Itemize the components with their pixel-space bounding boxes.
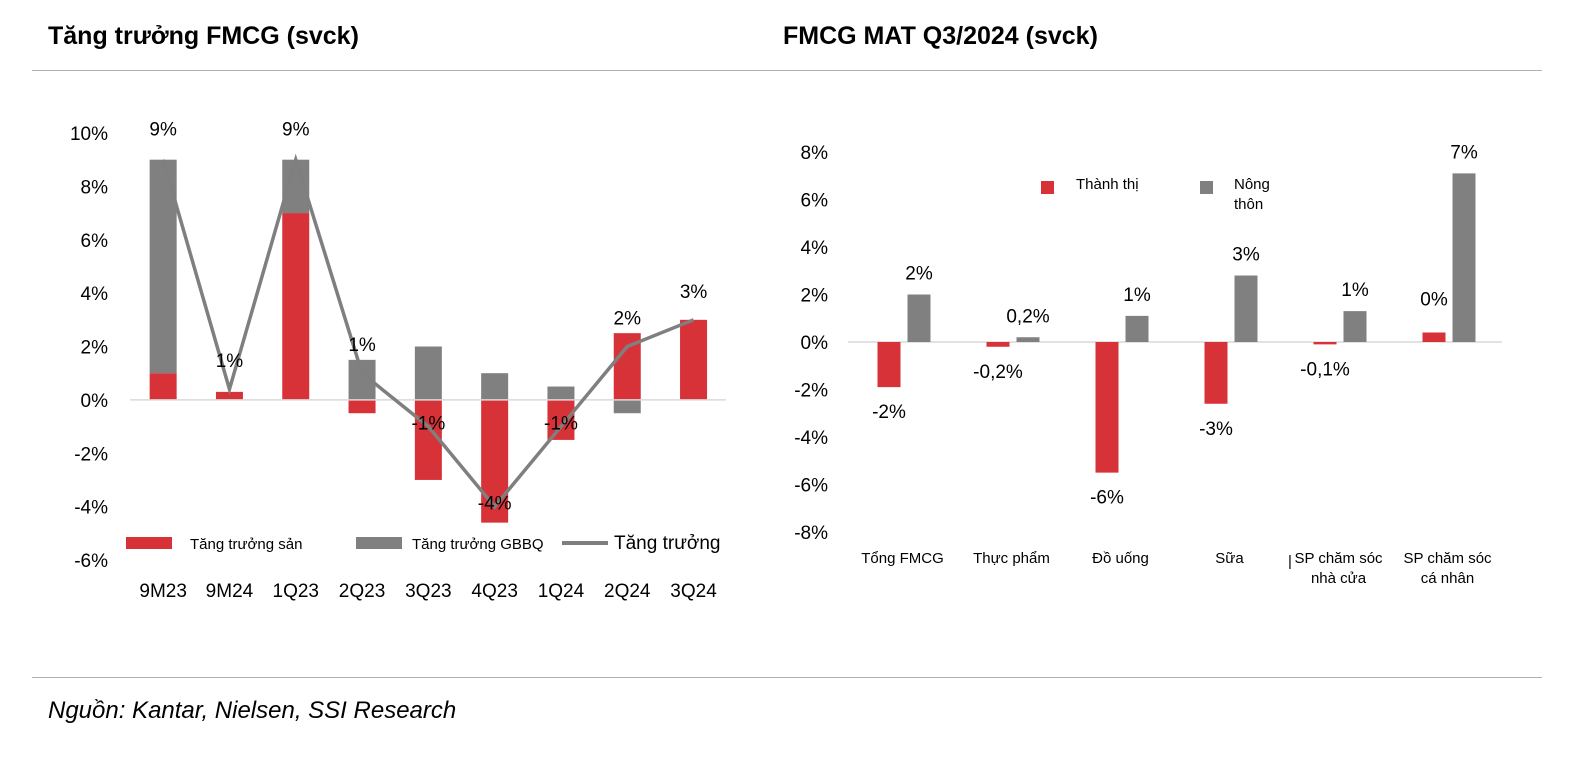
left-x-tick-label: 3Q23 <box>405 581 451 602</box>
left-x-tick-label: 2Q24 <box>604 581 651 602</box>
left-data-label: 1% <box>216 351 244 372</box>
left-y-tick-label: -2% <box>74 444 108 465</box>
left-data-label: 3% <box>680 282 708 303</box>
right-label-thanh-thi: -0,2% <box>973 362 1023 383</box>
right-label-nong-thon: 1% <box>1341 280 1369 301</box>
right-y-tick-label: -6% <box>794 476 828 497</box>
legend-swatch-thanh-thi <box>1041 181 1054 194</box>
left-data-label: 9% <box>282 120 310 141</box>
left-y-tick-label: -4% <box>74 498 108 519</box>
right-y-tick-label: -8% <box>794 523 828 544</box>
left-y-tick-label: 8% <box>81 177 109 198</box>
legend-label-nong-thon: thôn <box>1234 196 1263 213</box>
right-label-nong-thon: 2% <box>905 264 933 285</box>
left-y-tick-label: 10% <box>70 124 108 145</box>
right-bar-thanh-thi <box>1095 342 1119 473</box>
left-bar-san <box>215 391 243 400</box>
right-y-tick-label: 4% <box>801 238 829 259</box>
right-x-tick-label: Đồ uống <box>1092 550 1149 567</box>
left-y-tick-label: 6% <box>81 231 109 252</box>
left-data-label: -4% <box>478 494 512 515</box>
left-bar-gbbq <box>613 399 641 414</box>
left-y-tick-label: 4% <box>81 284 109 305</box>
right-bar-thanh-thi <box>1204 342 1228 404</box>
left-bar-san <box>282 213 310 400</box>
right-label-nong-thon: 3% <box>1232 245 1260 266</box>
right-bar-thanh-thi <box>877 342 901 388</box>
left-chart-title: Tăng trưởng FMCG (svck) <box>48 22 359 50</box>
right-bar-nong-thon <box>1452 173 1476 342</box>
right-bar-nong-thon <box>1234 275 1258 342</box>
right-x-tick-label: nhà cửa <box>1311 570 1367 587</box>
left-x-tick-label: 1Q24 <box>538 581 585 602</box>
legend-label-san: Tăng trưởng sản <box>190 536 302 553</box>
right-y-tick-label: 2% <box>801 286 829 307</box>
right-bar-thanh-thi <box>1422 332 1446 342</box>
right-label-thanh-thi: -6% <box>1090 488 1124 509</box>
right-bar-thanh-thi <box>986 342 1010 347</box>
right-label-thanh-thi: -2% <box>872 402 906 423</box>
right-x-tick-label: Tổng FMCG <box>861 550 944 567</box>
left-bar-gbbq <box>414 346 442 400</box>
left-bar-san <box>481 399 509 523</box>
left-chart: 10% 8% 6% 4% 2% 0% -2% -4% -6% 9M23 9M24 1Q23 2Q23 3Q… <box>70 120 726 602</box>
right-label-nong-thon: 7% <box>1450 142 1478 163</box>
left-x-tick-label: 3Q24 <box>670 581 717 602</box>
right-bar-nong-thon <box>1125 315 1149 342</box>
left-x-tick-label: 1Q23 <box>273 581 319 602</box>
left-data-label: 1% <box>348 335 376 356</box>
right-x-tick-label: SP chăm sóc <box>1403 550 1492 567</box>
right-bar-nong-thon <box>1343 311 1367 342</box>
bottom-divider <box>32 677 1542 678</box>
left-y-tick-label: 0% <box>81 391 109 412</box>
top-divider <box>32 70 1542 71</box>
right-y-tick-label: -4% <box>794 428 828 449</box>
right-y-tick-label: -2% <box>794 381 828 402</box>
legend-swatch-nong-thon <box>1200 181 1213 194</box>
left-bar-gbbq <box>547 386 575 400</box>
right-bar-nong-thon <box>907 294 931 342</box>
left-data-label: 9% <box>149 120 177 141</box>
right-x-tick-label: SP chăm sóc <box>1294 550 1383 567</box>
right-chart: 8% 6% 4% 2% 0% -2% -4% -6% -8% -2% 2% Tổng FMCG -0,2… <box>794 142 1502 587</box>
legend-label-line: Tăng trưởng <box>614 533 721 554</box>
right-bar-thanh-thi <box>1313 342 1337 345</box>
right-chart-title: FMCG MAT Q3/2024 (svck) <box>783 22 1098 50</box>
right-y-tick-label: 0% <box>801 333 829 354</box>
right-bar-nong-thon <box>1016 337 1040 342</box>
right-y-tick-label: 8% <box>801 143 829 164</box>
right-separator-mark: | <box>1288 553 1292 570</box>
source-note: Nguồn: Kantar, Nielsen, SSI Research <box>48 697 457 724</box>
right-x-tick-label: Sữa <box>1215 550 1244 567</box>
left-data-label: -1% <box>411 414 445 435</box>
left-bar-san <box>348 399 376 414</box>
left-x-tick-label: 9M23 <box>139 581 187 602</box>
legend-swatch-san <box>126 537 172 549</box>
left-x-tick-label: 2Q23 <box>339 581 385 602</box>
right-y-tick-label: 6% <box>801 191 829 212</box>
left-line-tang-truong <box>161 153 695 510</box>
right-label-nong-thon: 0,2% <box>1006 306 1049 327</box>
left-data-label: -1% <box>544 414 578 435</box>
left-bar-san <box>680 319 708 400</box>
right-label-thanh-thi: 0% <box>1420 290 1448 311</box>
right-x-tick-label: Thực phẩm <box>973 550 1050 567</box>
right-label-thanh-thi: -0,1% <box>1300 359 1350 380</box>
legend-label-thanh-thi: Thành thị <box>1076 176 1139 193</box>
left-bar-san <box>547 399 575 440</box>
legend-swatch-gbbq <box>356 537 402 549</box>
right-label-nong-thon: 1% <box>1123 285 1151 306</box>
left-bar-san <box>149 373 177 400</box>
legend-label-gbbq: Tăng trưởng GBBQ <box>412 536 544 553</box>
legend-label-nong-thon: Nông <box>1234 176 1270 193</box>
left-x-tick-label: 9M24 <box>206 581 254 602</box>
right-x-tick-label: cá nhân <box>1421 570 1474 587</box>
left-x-tick-label: 4Q23 <box>471 581 517 602</box>
left-y-tick-label: -6% <box>74 551 108 572</box>
left-y-tick-label: 2% <box>81 338 109 359</box>
right-label-thanh-thi: -3% <box>1199 419 1233 440</box>
left-data-label: 2% <box>614 309 642 330</box>
left-bar-gbbq <box>481 373 509 400</box>
